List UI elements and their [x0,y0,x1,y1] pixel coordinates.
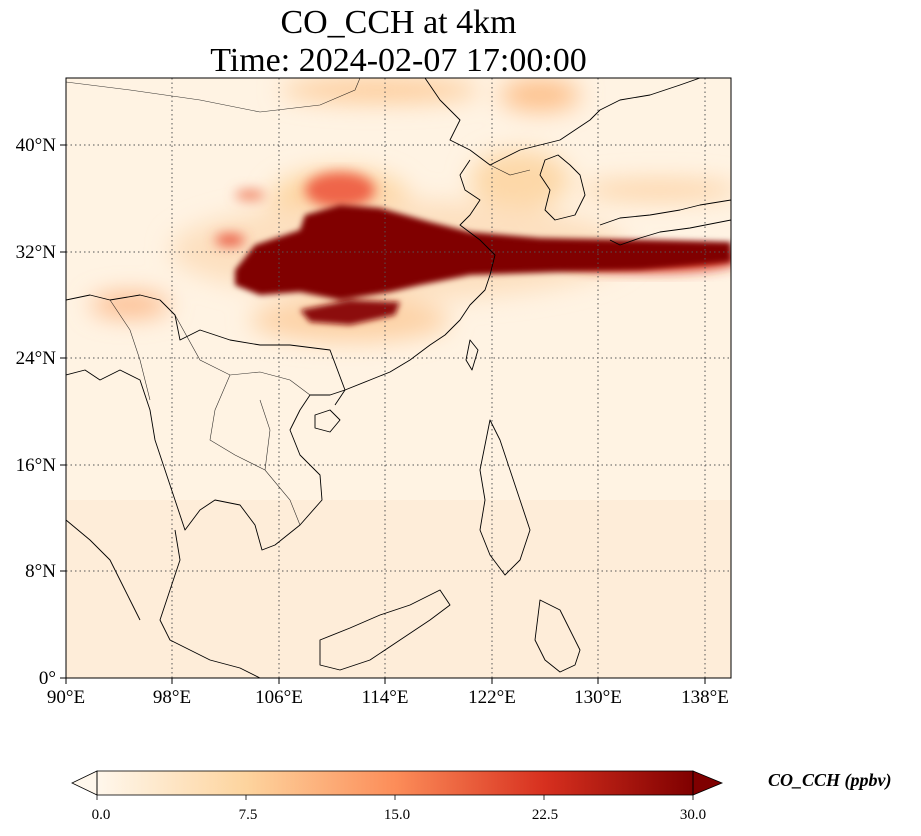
axis-ticks [60,144,706,684]
lon-tick-labels: 90°E 98°E 106°E 114°E 122°E 130°E 138°E [47,687,729,708]
colorbar-min-extend [71,770,98,796]
lon-tick-label: 138°E [681,687,729,708]
country-borders [66,78,531,526]
lat-tick-label: 32°N [16,242,57,263]
gridlines [66,78,731,678]
colorbar: 0.0 7.5 15.0 22.5 30.0 [71,770,724,823]
colorbar-max-extend [692,770,724,796]
map-title-line2: Time: 2024-02-07 17:00:00 [210,42,587,79]
colorbar-tick-label: 30.0 [680,807,706,823]
colorbar-tick-label: 15.0 [384,807,410,823]
lat-tick-label: 8°N [25,561,56,582]
lat-tick-label: 0° [39,668,56,689]
coastlines [66,78,731,678]
colorbar-gradient [97,771,693,795]
lat-tick-label: 40°N [16,135,57,156]
lon-tick-label: 90°E [47,687,85,708]
colorbar-tick-label: 7.5 [239,807,258,823]
colorbar-tick-label: 22.5 [532,807,558,823]
lat-tick-label: 24°N [16,348,57,369]
lat-tick-label: 16°N [16,455,57,476]
colorbar-label: CO_CCH (ppbv) [768,770,892,790]
lat-tick-labels: 0° 8°N 16°N 24°N 32°N 40°N [16,135,57,689]
plume-core [235,205,731,325]
lon-tick-label: 114°E [362,687,409,708]
lon-tick-label: 98°E [153,687,191,708]
co-concentration-field [66,78,731,678]
map-frame [65,77,732,679]
map-title-line1: CO_CCH at 4km [280,4,517,41]
lon-tick-label: 130°E [574,687,622,708]
lon-tick-label: 122°E [468,687,516,708]
southern-background [66,500,731,678]
colorbar-tick-label: 0.0 [92,807,111,823]
lon-tick-label: 106°E [255,687,303,708]
